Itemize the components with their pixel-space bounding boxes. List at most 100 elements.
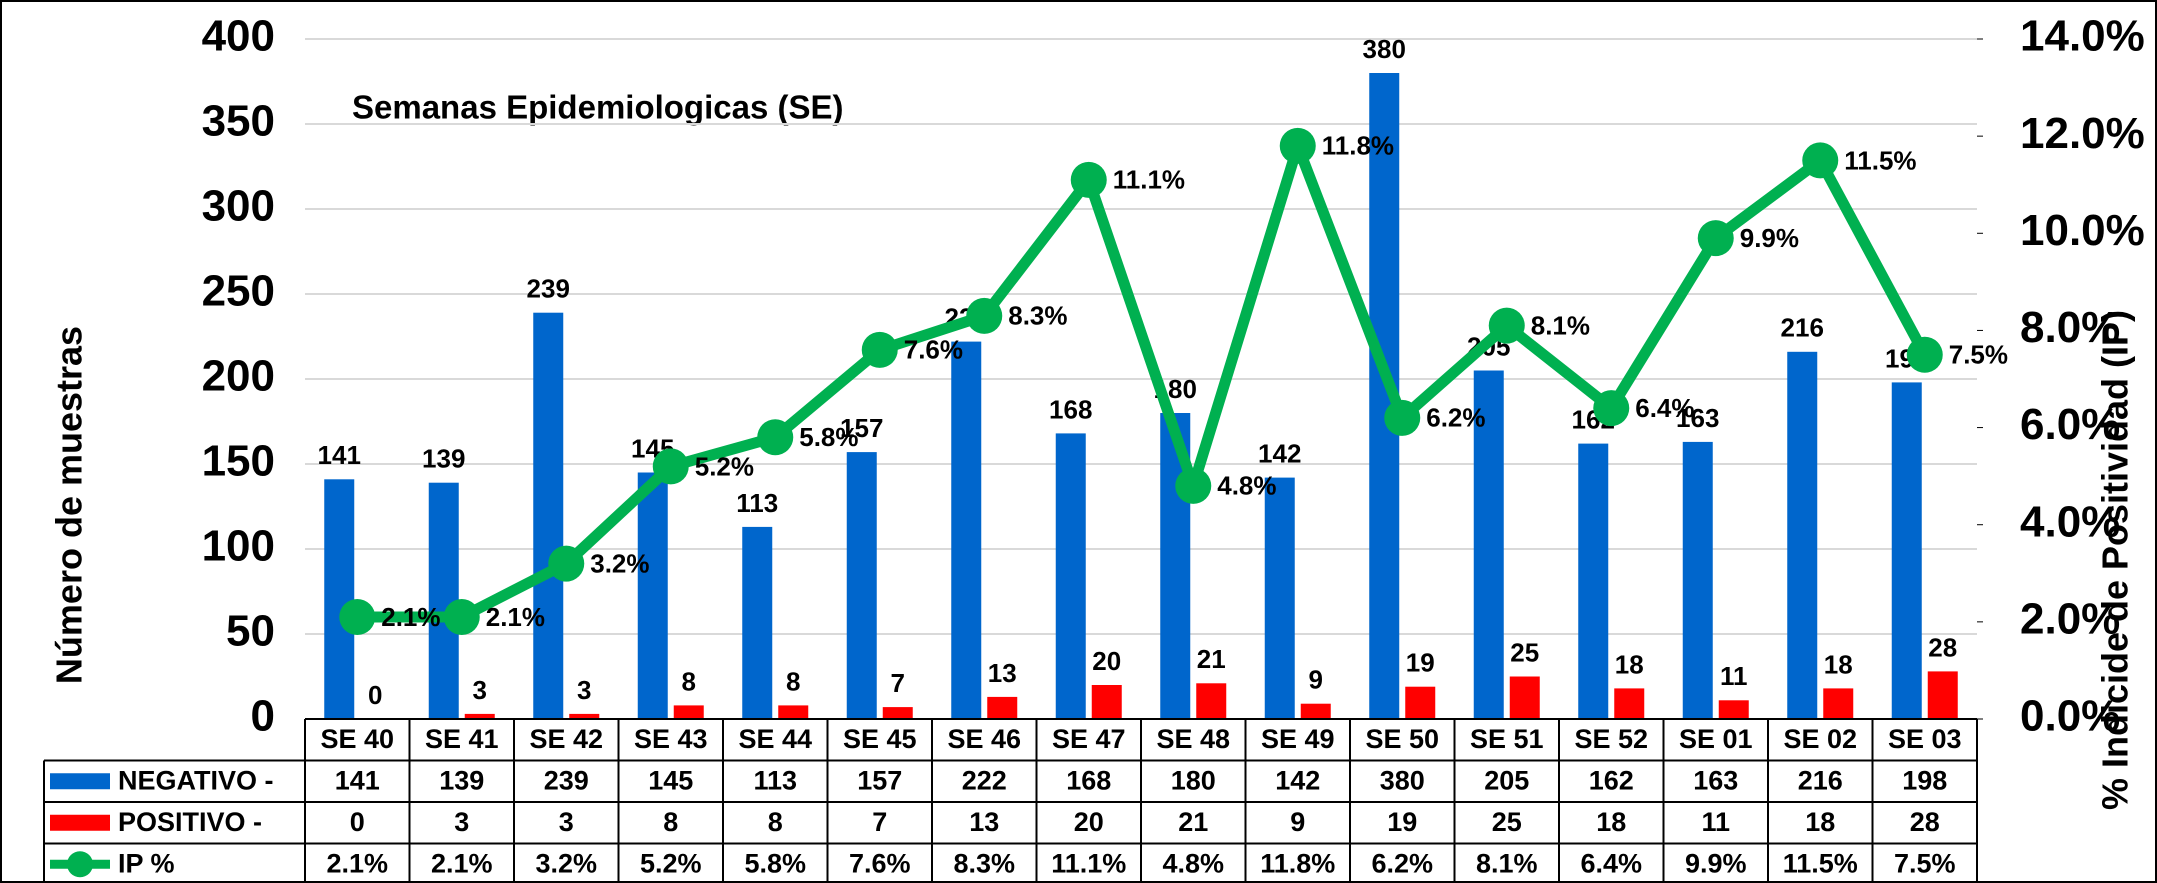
marker [1279, 127, 1316, 164]
data-label: 11.8% [1322, 131, 1394, 161]
data-label: 11 [1720, 661, 1748, 691]
data-label: 0 [368, 680, 382, 710]
y-tick-label: 150 [202, 437, 275, 486]
x-tick-label: SE 42 [529, 724, 603, 754]
bar [1927, 671, 1958, 719]
marker [1906, 336, 1943, 373]
table-cell: 6.2% [1371, 848, 1433, 878]
data-label: 8 [682, 666, 696, 696]
y2-tick-label: 10.0% [2020, 206, 2145, 255]
data-label: 28 [1928, 632, 1957, 662]
table-cell: 11 [1701, 807, 1730, 837]
y2-tick-label: 6.0% [2020, 400, 2120, 449]
data-label: 7.6% [904, 335, 963, 365]
data-label: 21 [1197, 644, 1226, 674]
table-cell: 3 [559, 807, 574, 837]
data-label: 8 [786, 666, 800, 696]
table-cell: 3 [454, 807, 469, 837]
bar [464, 713, 495, 719]
data-label: 9.9% [1740, 223, 1799, 253]
data-label: 7 [891, 668, 905, 698]
table-cell: 8.1% [1476, 848, 1538, 878]
line [357, 140, 1930, 623]
data-label: 6.2% [1426, 403, 1485, 433]
bar [1405, 686, 1436, 719]
bar [987, 696, 1018, 719]
table-cell: 9 [1290, 807, 1305, 837]
table-cell: 9.9% [1685, 848, 1747, 878]
bar [778, 705, 809, 719]
table-cell: 21 [1178, 807, 1208, 837]
x-tick-label: SE 45 [843, 724, 917, 754]
bar [1823, 688, 1854, 719]
table-cell: 380 [1380, 765, 1425, 795]
y2-tick-label: 12.0% [2020, 109, 2145, 158]
marker [443, 599, 480, 635]
data-label: 6.4% [1635, 393, 1694, 423]
y2-tick-label: 0.0% [2020, 692, 2120, 741]
table-cell: 13 [969, 807, 999, 837]
table-cell: 7 [872, 807, 887, 837]
bar [1718, 700, 1749, 719]
bar [1473, 370, 1504, 719]
bar [1578, 443, 1609, 719]
x-tick-label: SE 50 [1365, 724, 1439, 754]
data-label: 141 [318, 440, 361, 470]
data-label: 142 [1258, 438, 1301, 468]
bar [1682, 441, 1713, 719]
bar [1264, 477, 1295, 719]
table-cell: 113 [753, 765, 797, 795]
table-cell: 25 [1492, 807, 1522, 837]
bar [533, 312, 564, 719]
legend-swatch [50, 814, 110, 831]
y-tick-label: 400 [202, 12, 275, 61]
bar [742, 526, 773, 719]
y-tick-label: 200 [202, 352, 275, 401]
table-cell: 2.1% [431, 848, 493, 878]
x-tick-label: SE 43 [634, 724, 708, 754]
x-tick-label: SE 41 [425, 724, 499, 754]
data-label: 11.5% [1844, 145, 1916, 175]
data-label: 139 [422, 444, 465, 474]
data-label: 5.2% [695, 451, 754, 481]
table-cell: 142 [1275, 765, 1320, 795]
x-tick-label: SE 40 [320, 724, 394, 754]
bar [1091, 685, 1122, 719]
table-cell: 7.5% [1894, 848, 1956, 878]
legend-swatch [50, 773, 110, 790]
bar [324, 479, 355, 719]
table-cell: 5.2% [640, 848, 702, 878]
marker [966, 297, 1003, 334]
bar [882, 707, 913, 719]
y2-tick-label: 4.0% [2020, 497, 2120, 546]
marker [1593, 390, 1630, 427]
bar [569, 713, 600, 719]
bar [951, 341, 982, 719]
y2-axis-label: % Indicide de Positividad (IP) [2095, 310, 2136, 810]
y-tick-label: 350 [202, 97, 275, 146]
marker [339, 599, 376, 635]
table-cell: 163 [1693, 765, 1738, 795]
table-cell: 145 [648, 765, 693, 795]
x-tick-label: SE 44 [738, 724, 812, 754]
x-tick-label: SE 03 [1888, 724, 1962, 754]
table-cell: 141 [335, 765, 380, 795]
y-axis-label: Número de muestras [49, 326, 90, 684]
data-label: 8.1% [1531, 310, 1590, 340]
bar [1787, 351, 1818, 719]
data-label: 216 [1781, 313, 1824, 343]
bar [846, 452, 877, 719]
table-cell: 4.8% [1162, 848, 1224, 878]
bar [1891, 382, 1922, 719]
data-label: 19 [1406, 648, 1435, 678]
data-label: 380 [1363, 34, 1406, 64]
bar [1300, 703, 1331, 719]
table-cell: 2.1% [326, 848, 388, 878]
data-label: 2.1% [486, 602, 545, 632]
bar [1614, 688, 1645, 719]
y-tick-label: 300 [202, 182, 275, 231]
y2-tick-label: 2.0% [2020, 594, 2120, 643]
data-label: 7.5% [1949, 340, 2008, 370]
x-tick-label: SE 02 [1783, 724, 1857, 754]
table-cell: 8 [768, 807, 783, 837]
